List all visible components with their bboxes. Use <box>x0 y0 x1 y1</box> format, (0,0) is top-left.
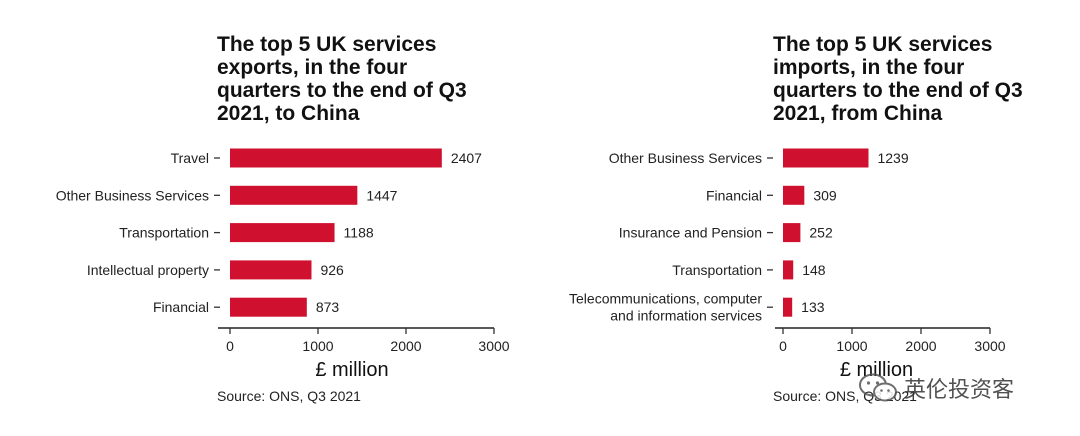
imports-category-label: Insurance and Pension <box>619 225 762 241</box>
imports-bar <box>783 223 801 243</box>
imports-xtick-label: 2000 <box>905 338 936 354</box>
exports-value-label: 873 <box>316 299 340 315</box>
chart-title-exports: The top 5 UK services exports, in the fo… <box>217 33 467 125</box>
imports-bar <box>783 260 794 280</box>
exports-category-label: Financial <box>153 299 209 315</box>
exports-xtick-label: 3000 <box>478 338 509 354</box>
imports-category-label: Other Business Services <box>609 150 762 166</box>
exports-category-label: Travel <box>171 150 209 166</box>
imports-value-label: 309 <box>813 187 837 203</box>
watermark-text: 英伦投资客 <box>904 377 1015 402</box>
exports-xtick-label: 2000 <box>390 338 421 354</box>
imports-value-label: 148 <box>802 262 826 278</box>
exports-value-label: 2407 <box>451 150 482 166</box>
imports-value-label: 1239 <box>877 150 908 166</box>
source-note-exports: Source: ONS, Q3 2021 <box>217 388 361 404</box>
exports-x-axis-title: £ million <box>315 359 388 381</box>
exports-category-label: Intellectual property <box>87 262 209 278</box>
exports-category-label: Transportation <box>119 225 209 241</box>
chart-title-imports: The top 5 UK services imports, in the fo… <box>773 33 1023 125</box>
wechat-icon <box>859 373 897 402</box>
imports-value-label: 252 <box>809 225 833 241</box>
imports-xtick-label: 1000 <box>836 338 867 354</box>
exports-bar <box>230 297 307 317</box>
exports-value-label: 1447 <box>366 187 397 203</box>
imports-xtick-label: 0 <box>779 338 787 354</box>
imports-category-label: Financial <box>706 187 762 203</box>
exports-value-label: 926 <box>320 262 344 278</box>
exports-bar <box>230 260 312 280</box>
imports-category-label: Telecommunications, computer and informat… <box>569 291 762 324</box>
exports-value-label: 1188 <box>344 225 374 241</box>
exports-category-label: Other Business Services <box>56 187 209 203</box>
exports-bar <box>230 185 358 205</box>
exports-xtick-label: 1000 <box>302 338 333 354</box>
imports-xtick-label: 3000 <box>974 338 1005 354</box>
imports-bar <box>783 148 869 168</box>
exports-bar <box>230 223 335 243</box>
imports-value-label: 133 <box>801 299 825 315</box>
imports-bar <box>783 185 805 205</box>
imports-bar <box>783 297 793 317</box>
exports-bar <box>230 148 442 168</box>
exports-xtick-label: 0 <box>226 338 234 354</box>
imports-category-label: Transportation <box>672 262 762 278</box>
watermark: 英伦投资客 <box>858 372 1014 404</box>
imports-x-axis-title: £ million <box>840 359 913 381</box>
